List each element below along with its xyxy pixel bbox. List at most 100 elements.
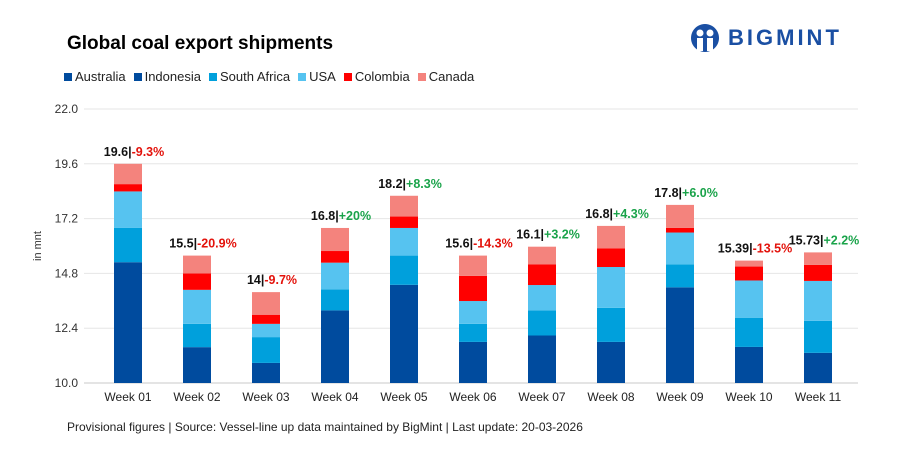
bar-segment-australia-indonesia (459, 341, 487, 383)
data-label-change: +3.2% (544, 228, 580, 242)
bar-segment-canada (114, 163, 142, 185)
x-tick-label: Week 11 (795, 390, 842, 404)
bar-segment-south-africa (804, 320, 832, 353)
bar-segment-australia-indonesia (183, 347, 211, 383)
bar-segment-colombia (114, 184, 142, 192)
data-label-total: 15.6| (445, 237, 473, 251)
data-label-total: 18.2| (378, 177, 406, 191)
y-tick-label: 19.6 (55, 157, 79, 171)
bar-segment-south-africa (528, 310, 556, 336)
bar-segment-south-africa (735, 317, 763, 347)
x-tick-label: Week 08 (587, 390, 634, 404)
bar-segment-usa (528, 285, 556, 311)
people-logo-icon (691, 24, 720, 52)
data-label: 15.39|-13.5% (718, 242, 792, 256)
data-label-change: +20% (339, 209, 371, 223)
bar-segment-south-africa (321, 289, 349, 311)
data-label-change: +6.0% (682, 186, 718, 200)
data-label-total: 16.1| (516, 228, 544, 242)
data-label: 15.5|-20.9% (169, 237, 236, 251)
bar-segment-canada (459, 255, 487, 276)
x-tick-label: Week 10 (725, 390, 772, 404)
data-label-total: 16.8| (585, 207, 613, 221)
bar-segment-canada (666, 204, 694, 228)
bar-segment-australia-indonesia (735, 346, 763, 383)
bar-segment-australia-indonesia (666, 287, 694, 383)
data-label: 14|-9.7% (247, 273, 297, 287)
bar-segment-usa (597, 267, 625, 308)
x-tick-label: Week 02 (173, 390, 220, 404)
bar-segment-canada (321, 227, 349, 252)
data-label-change: -9.7% (264, 273, 297, 287)
data-label: 17.8|+6.0% (654, 186, 718, 200)
legend-item-indonesia: Indonesia (133, 69, 201, 84)
legend-swatch (133, 72, 142, 81)
bar-segment-south-africa (459, 323, 487, 342)
x-tick-label: Week 01 (104, 390, 151, 404)
bar-segment-south-africa (114, 227, 142, 263)
data-label-total: 17.8| (654, 186, 682, 200)
legend-swatch (208, 72, 217, 81)
bar-segment-usa (804, 280, 832, 321)
data-label-change: -13.5% (753, 242, 793, 256)
bar-segment-usa (390, 227, 418, 256)
bar-segment-canada (804, 252, 832, 265)
bar-segment-australia-indonesia (390, 284, 418, 383)
bar-segment-south-africa (597, 307, 625, 342)
bar-segment-australia-indonesia (528, 335, 556, 383)
legend-swatch (417, 72, 426, 81)
bar-segment-australia-indonesia (597, 341, 625, 383)
bar-segment-australia-indonesia (804, 352, 832, 383)
legend-item-australia: Australia (64, 69, 126, 84)
data-label: 19.6|-9.3% (104, 145, 164, 159)
legend-item-canada: Canada (417, 69, 475, 84)
chart-title: Global coal export shipments (67, 33, 334, 54)
data-label-change: +4.3% (613, 207, 649, 221)
legend-label: USA (309, 69, 336, 84)
x-tick-label: Week 06 (449, 390, 496, 404)
legend-label: South Africa (219, 69, 291, 84)
data-label-total: 15.73| (789, 233, 824, 247)
bar-segment-south-africa (252, 337, 280, 363)
data-label-total: 15.5| (169, 237, 197, 251)
x-tick-label: Week 07 (518, 390, 565, 404)
bar-segment-colombia (597, 248, 625, 268)
data-label-total: 15.39| (718, 242, 753, 256)
data-label-total: 19.6| (104, 145, 132, 159)
data-label: 18.2|+8.3% (378, 177, 442, 191)
bar-segment-canada (183, 255, 211, 274)
legend-item-south-africa: South Africa (208, 69, 291, 84)
bar-segment-usa (666, 232, 694, 265)
legend-item-usa: USA (298, 69, 336, 84)
data-label: 15.6|-14.3% (445, 237, 512, 251)
bar-segment-colombia (804, 264, 832, 281)
bar-segment-canada (252, 292, 280, 315)
legend-swatch (298, 72, 307, 81)
legend-label: Australia (75, 69, 126, 84)
x-tick-label: Week 03 (242, 390, 289, 404)
bar-segment-canada (597, 225, 625, 249)
legend-label: Canada (428, 69, 475, 84)
data-label-change: -9.3% (132, 145, 165, 159)
bar-segment-colombia (390, 216, 418, 228)
bigmint-logo: BIGMINT (688, 23, 842, 53)
bar-segment-south-africa (390, 255, 418, 285)
data-label-change: -20.9% (197, 237, 237, 251)
legend-label: Colombia (354, 69, 410, 84)
data-label: 16.1|+3.2% (516, 228, 580, 242)
y-tick-label: 22.0 (55, 102, 79, 116)
data-label-total: 16.8| (311, 209, 339, 223)
footer-note: Provisional figures | Source: Vessel-lin… (67, 420, 583, 434)
legend-item-colombia: Colombia (343, 69, 410, 84)
y-axis-label: in mnt (32, 231, 44, 261)
bar-segment-colombia (528, 264, 556, 286)
bar-segment-australia-indonesia (321, 310, 349, 383)
bar-segment-colombia (735, 266, 763, 281)
bar-segment-usa (252, 323, 280, 338)
y-tick-label: 17.2 (55, 212, 79, 226)
bar-segment-canada (735, 260, 763, 267)
data-label-change: +2.2% (823, 233, 859, 247)
data-label-total: 14| (247, 273, 264, 287)
bar-segment-usa (114, 191, 142, 228)
